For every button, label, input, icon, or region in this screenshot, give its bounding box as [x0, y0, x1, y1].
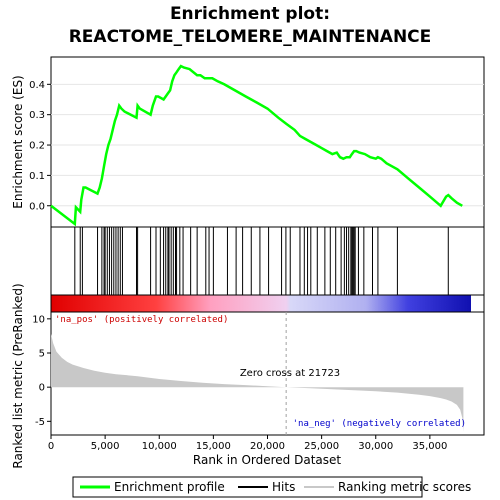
na-pos-label: 'na_pos' (positively correlated) [55, 315, 228, 325]
es-panel: 0.0 0.1 0.2 0.3 0.4 Enrichment score (ES) [11, 56, 485, 228]
metric-x-ticks: 0 5,000 10,000 15,000 20,000 25,000 30,000 35,0… [48, 435, 447, 452]
es-y-ticks: 0.0 0.1 0.2 0.3 0.4 [29, 80, 51, 212]
es-y-axis-label: Enrichment score (ES) [11, 75, 25, 208]
hit-lines [74, 227, 449, 295]
x-tick-label: 35,000 [412, 441, 447, 452]
es-y-tick-label: 0.1 [29, 171, 45, 182]
na-neg-label: 'na_neg' (negatively correlated) [293, 419, 466, 429]
x-tick-label: 20,000 [250, 441, 285, 452]
x-tick-label: 5,000 [91, 441, 120, 452]
metric-y-ticks: -5 0 5 10 [32, 314, 51, 428]
metric-y-tick-label: 5 [39, 349, 45, 360]
metric-panel: -5 0 5 10 0 5,000 10,000 15,000 20,000 25,000 30,… [11, 283, 485, 469]
metric-y-tick-label: -5 [35, 417, 45, 428]
rank-color-bar [51, 295, 471, 312]
legend: Enrichment profile Hits Ranking metric s… [72, 476, 471, 498]
x-tick-label: 15,000 [196, 441, 231, 452]
chart-subtitle: REACTOME_TELOMERE_MAINTENANCE [69, 27, 432, 47]
x-axis-label: Rank in Ordered Dataset [193, 453, 341, 467]
zero-cross-label: Zero cross at 21723 [240, 368, 340, 379]
es-y-tick-label: 0.0 [29, 201, 45, 212]
es-y-tick-label: 0.2 [29, 141, 45, 152]
es-gridlines [51, 83, 484, 207]
x-tick-label: 30,000 [358, 441, 393, 452]
x-tick-label: 25,000 [304, 441, 339, 452]
es-panel-frame [50, 56, 485, 228]
es-y-tick-label: 0.4 [29, 80, 45, 91]
metric-y-tick-label: 0 [39, 383, 45, 394]
metric-panel-frame [50, 311, 485, 436]
legend-enrichment-label: Enrichment profile [114, 480, 225, 494]
x-tick-label: 10,000 [142, 441, 177, 452]
chart-title: Enrichment plot: [170, 4, 330, 24]
es-y-tick-label: 0.3 [29, 110, 45, 121]
legend-hits-label: Hits [272, 480, 295, 494]
hits-panel [50, 226, 485, 296]
hits-panel-frame [50, 226, 485, 296]
legend-metric-label: Ranking metric scores [338, 480, 471, 494]
x-tick-label: 0 [48, 441, 54, 452]
ranking-metric-area [51, 333, 464, 432]
metric-y-axis-label: Ranked list metric (PreRanked) [11, 283, 25, 468]
enrichment-profile-line [50, 64, 463, 227]
metric-y-tick-label: 10 [32, 314, 45, 325]
